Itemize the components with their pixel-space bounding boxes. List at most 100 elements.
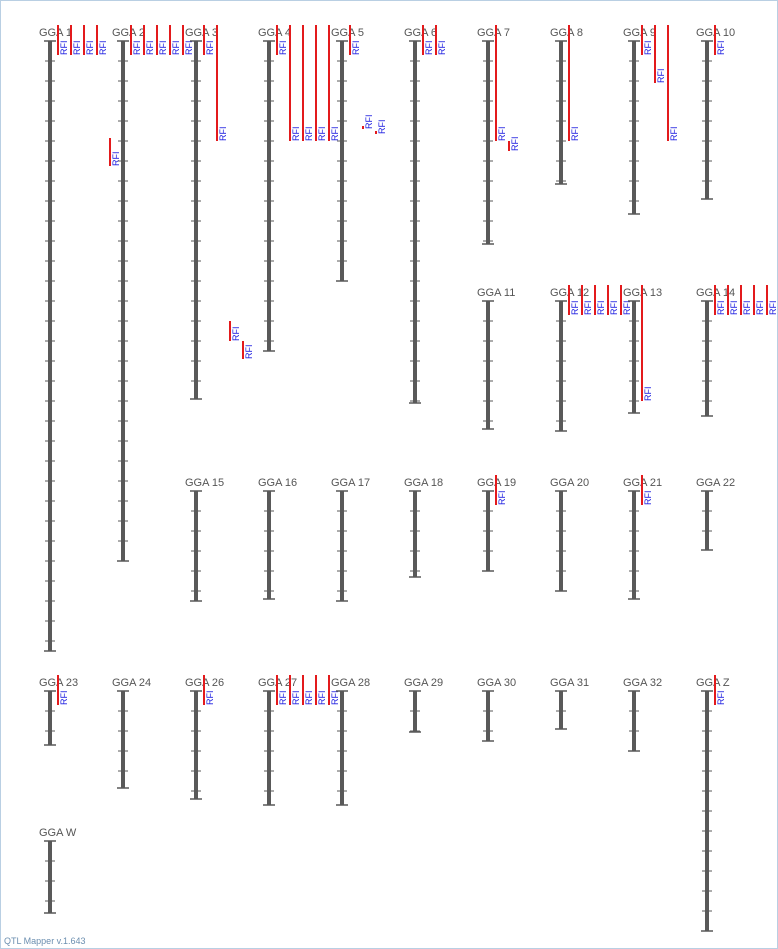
- chromosome-label: GGA 17: [331, 477, 370, 489]
- chromosome-bar[interactable]: [48, 841, 52, 913]
- qtl-trait-label: RFI: [643, 387, 653, 402]
- qtl-trait-label: RFI: [643, 491, 653, 506]
- chromosome-bar[interactable]: [559, 691, 563, 729]
- chromosome-label: GGA 16: [258, 477, 297, 489]
- qtl-trait-label: RFI: [437, 41, 447, 56]
- qtl-trait-label: RFI: [72, 41, 82, 56]
- chromosome-bar[interactable]: [48, 41, 52, 651]
- qtl-trait-label: RFI: [377, 120, 387, 135]
- qtl-trait-label: RFI: [317, 127, 327, 142]
- qtl-trait-label: RFI: [570, 127, 580, 142]
- chromosome-group: GGA 16: [258, 477, 297, 600]
- chromosome-label: GGA 24: [112, 677, 151, 689]
- qtl-trait-label: RFI: [729, 301, 739, 316]
- qtl-trait-label: RFI: [330, 127, 340, 142]
- chromosome-bar[interactable]: [340, 491, 344, 601]
- chromosome-bar[interactable]: [632, 691, 636, 751]
- chromosome-group: GGA 32: [623, 677, 662, 752]
- qtl-trait-label: RFI: [158, 41, 168, 56]
- qtl-trait-label: RFI: [510, 137, 520, 152]
- chromosome-bar[interactable]: [194, 491, 198, 601]
- chromosome-bar[interactable]: [632, 41, 636, 214]
- qtl-trait-label: RFI: [304, 127, 314, 142]
- chromosome-bar[interactable]: [559, 301, 563, 431]
- chromosome-label: GGA 20: [550, 477, 589, 489]
- qtl-trait-label: RFI: [171, 41, 181, 56]
- chromosome-bar[interactable]: [632, 491, 636, 599]
- qtl-trait-label: RFI: [424, 41, 434, 56]
- qtl-trait-label: RFI: [742, 301, 752, 316]
- chromosome-bar[interactable]: [559, 491, 563, 591]
- chromosome-label: GGA 6: [404, 27, 437, 39]
- qtl-trait-label: RFI: [98, 41, 108, 56]
- chromosome-group: GGA 20: [550, 477, 589, 592]
- chromosome-label: GGA 4: [258, 27, 291, 39]
- qtl-trait-label: RFI: [291, 691, 301, 706]
- chromosome-bar[interactable]: [413, 41, 417, 403]
- qtl-trait-label: RFI: [205, 41, 215, 56]
- chromosome-bar[interactable]: [413, 491, 417, 577]
- qtl-trait-label: RFI: [755, 301, 765, 316]
- qtl-trait-label: RFI: [278, 691, 288, 706]
- chromosome-bar[interactable]: [48, 691, 52, 745]
- chromosome-bar[interactable]: [486, 301, 490, 429]
- chromosome-bar[interactable]: [559, 41, 563, 184]
- qtl-trait-label: RFI: [364, 115, 374, 130]
- qtl-trait-label: RFI: [497, 127, 507, 142]
- chromosome-group: GGA 15: [185, 477, 224, 602]
- chromosome-bar[interactable]: [340, 691, 344, 805]
- chromosome-label: GGA 30: [477, 677, 516, 689]
- qtl-trait-label: RFI: [218, 127, 228, 142]
- chromosome-bar[interactable]: [267, 491, 271, 599]
- chromosome-bar[interactable]: [194, 41, 198, 399]
- chromosome-label: GGA 3: [185, 27, 218, 39]
- chromosome-group: GGA 9 RFI RFI RFI: [623, 25, 679, 215]
- qtl-trait-label: RFI: [231, 327, 241, 342]
- chromosome-bar[interactable]: [486, 691, 490, 741]
- qtl-trait-label: RFI: [291, 127, 301, 142]
- chromosome-label: GGA 32: [623, 677, 662, 689]
- qtl-trait-label: RFI: [317, 691, 327, 706]
- chromosome-bar[interactable]: [267, 691, 271, 805]
- chromosome-group: GGA 24: [112, 677, 151, 789]
- qtl-trait-label: RFI: [145, 41, 155, 56]
- chromosome-bar[interactable]: [267, 41, 271, 351]
- chromosome-label: GGA 9: [623, 27, 656, 39]
- chromosome-bar[interactable]: [121, 691, 125, 788]
- chromosome-label: GGA 8: [550, 27, 583, 39]
- qtl-trait-label: RFI: [583, 301, 593, 316]
- chromosome-label: GGA 5: [331, 27, 364, 39]
- chromosome-bar[interactable]: [194, 691, 198, 799]
- qtl-trait-label: RFI: [132, 41, 142, 56]
- qtl-trait-label: RFI: [570, 301, 580, 316]
- chromosome-label: GGA 11: [477, 287, 515, 299]
- qtl-trait-label: RFI: [59, 691, 69, 706]
- chromosome-label: GGA 1: [39, 27, 72, 39]
- qtl-trait-label: RFI: [716, 301, 726, 316]
- chromosome-group: GGA 30: [477, 677, 516, 742]
- chromosome-bar[interactable]: [486, 41, 490, 244]
- qtl-trait-label: RFI: [330, 691, 340, 706]
- chromosome-bar[interactable]: [632, 301, 636, 413]
- chromosome-label: GGA 18: [404, 477, 443, 489]
- qtl-trait-label: RFI: [643, 41, 653, 56]
- qtl-trait-label: RFI: [85, 41, 95, 56]
- qtl-trait-label: RFI: [59, 41, 69, 56]
- qtl-trait-label: RFI: [244, 345, 254, 360]
- chromosome-bar[interactable]: [705, 491, 709, 550]
- qtl-trait-label: RFI: [716, 691, 726, 706]
- chromosome-bar[interactable]: [705, 41, 709, 199]
- chromosome-bar[interactable]: [705, 301, 709, 416]
